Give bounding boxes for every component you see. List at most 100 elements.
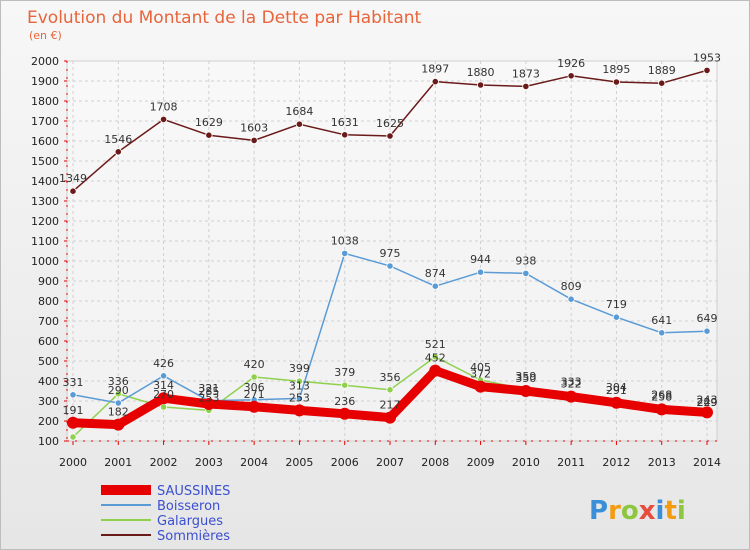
data-label: 399 xyxy=(289,362,310,375)
data-point xyxy=(250,136,258,144)
data-point xyxy=(341,381,349,389)
data-point xyxy=(69,433,77,441)
data-point xyxy=(159,372,168,380)
y-tick-label: 700 xyxy=(38,315,59,328)
x-tick-label: 2012 xyxy=(602,456,630,469)
data-label: 426 xyxy=(153,357,174,370)
data-label: 641 xyxy=(651,314,672,327)
data-point xyxy=(522,82,530,91)
data-point xyxy=(658,79,666,87)
data-label: 1708 xyxy=(150,100,178,113)
data-label: 1897 xyxy=(421,63,449,76)
data-label: 1889 xyxy=(648,64,676,77)
data-label: 1631 xyxy=(331,116,359,129)
data-label: 333 xyxy=(561,375,582,388)
data-point xyxy=(386,132,394,140)
y-tick-label: 1100 xyxy=(31,235,59,248)
logo-letter: P xyxy=(589,496,608,526)
data-label: 975 xyxy=(380,247,401,260)
data-point xyxy=(610,396,623,409)
data-point xyxy=(341,131,349,139)
data-label: 191 xyxy=(63,404,84,417)
data-point xyxy=(386,262,394,270)
data-label: 313 xyxy=(289,379,310,392)
data-label: 253 xyxy=(198,391,219,404)
data-point xyxy=(386,386,394,394)
data-label: 268 xyxy=(651,388,672,401)
logo-letter: r xyxy=(608,496,621,526)
data-point xyxy=(519,385,532,397)
logo-letter: i xyxy=(656,496,665,526)
data-label: 938 xyxy=(515,254,536,267)
logo-letter: x xyxy=(639,496,656,526)
data-label: 1038 xyxy=(331,234,359,247)
x-tick-label: 2005 xyxy=(285,456,313,469)
y-tick-label: 1000 xyxy=(31,255,59,268)
data-point xyxy=(159,403,168,411)
legend-label: Galargues xyxy=(157,514,223,529)
x-tick-label: 2007 xyxy=(376,456,404,469)
data-label: 944 xyxy=(470,253,491,266)
data-label: 1953 xyxy=(693,51,721,64)
data-point xyxy=(703,66,711,75)
data-label: 270 xyxy=(153,388,174,401)
data-point xyxy=(295,377,304,385)
x-tick-label: 2002 xyxy=(150,456,178,469)
data-label: 372 xyxy=(470,368,491,381)
data-label: 521 xyxy=(425,338,446,351)
data-point xyxy=(114,390,122,398)
legend-label: SAUSSINES xyxy=(157,484,230,499)
y-tick-label: 900 xyxy=(38,275,59,288)
x-tick-label: 2001 xyxy=(104,456,132,469)
data-point xyxy=(431,282,439,290)
data-label: 243 xyxy=(697,393,718,406)
axes: 100 200 300 400 500 600 700 800 900 1000 1100 1200 1… xyxy=(31,55,721,469)
data-label: 1629 xyxy=(195,116,223,129)
data-point xyxy=(474,380,487,393)
y-tick-label: 800 xyxy=(38,295,59,308)
data-point xyxy=(476,268,485,276)
data-label: 405 xyxy=(470,361,491,374)
x-tick-label: 2010 xyxy=(512,456,540,469)
data-label: 356 xyxy=(380,371,401,384)
data-label: 649 xyxy=(697,312,718,325)
data-label: 359 xyxy=(515,370,536,383)
data-label: 1873 xyxy=(512,67,540,80)
data-label: 271 xyxy=(244,388,265,401)
data-point xyxy=(159,115,168,124)
x-tick-label: 2000 xyxy=(59,456,87,469)
data-label: 304 xyxy=(606,381,627,394)
data-label: 236 xyxy=(334,395,355,408)
data-point xyxy=(202,398,215,410)
data-point xyxy=(612,78,621,86)
data-label: 291 xyxy=(606,384,627,397)
y-tick-label: 1900 xyxy=(31,75,59,88)
data-label: 314 xyxy=(153,379,174,392)
series-lines xyxy=(67,66,713,441)
data-label: 1603 xyxy=(240,121,268,134)
plot-area xyxy=(66,60,718,442)
y-tick-label: 1800 xyxy=(31,95,59,108)
data-label: 719 xyxy=(606,298,627,311)
data-point xyxy=(384,411,396,424)
data-label: 290 xyxy=(108,384,129,397)
data-point xyxy=(250,373,258,381)
y-tick-label: 1400 xyxy=(31,175,59,188)
data-label: 336 xyxy=(108,375,129,388)
data-label: 809 xyxy=(561,280,582,293)
legend-label: Boisseron xyxy=(157,499,220,514)
data-label: 874 xyxy=(425,267,446,280)
data-labels: 1349 1546 1708 1629 1603 1684 1631 1625 1897 1880… xyxy=(59,51,721,418)
logo-letter: o xyxy=(621,496,639,526)
data-label: 350 xyxy=(515,372,536,385)
data-label: 1895 xyxy=(602,63,630,76)
data-point xyxy=(658,329,666,337)
y-tick-label: 1200 xyxy=(31,215,59,228)
data-point xyxy=(655,403,668,416)
x-tick-label: 2006 xyxy=(331,456,359,469)
data-point xyxy=(69,187,77,195)
data-label: 217 xyxy=(380,399,401,412)
data-point xyxy=(295,120,304,128)
